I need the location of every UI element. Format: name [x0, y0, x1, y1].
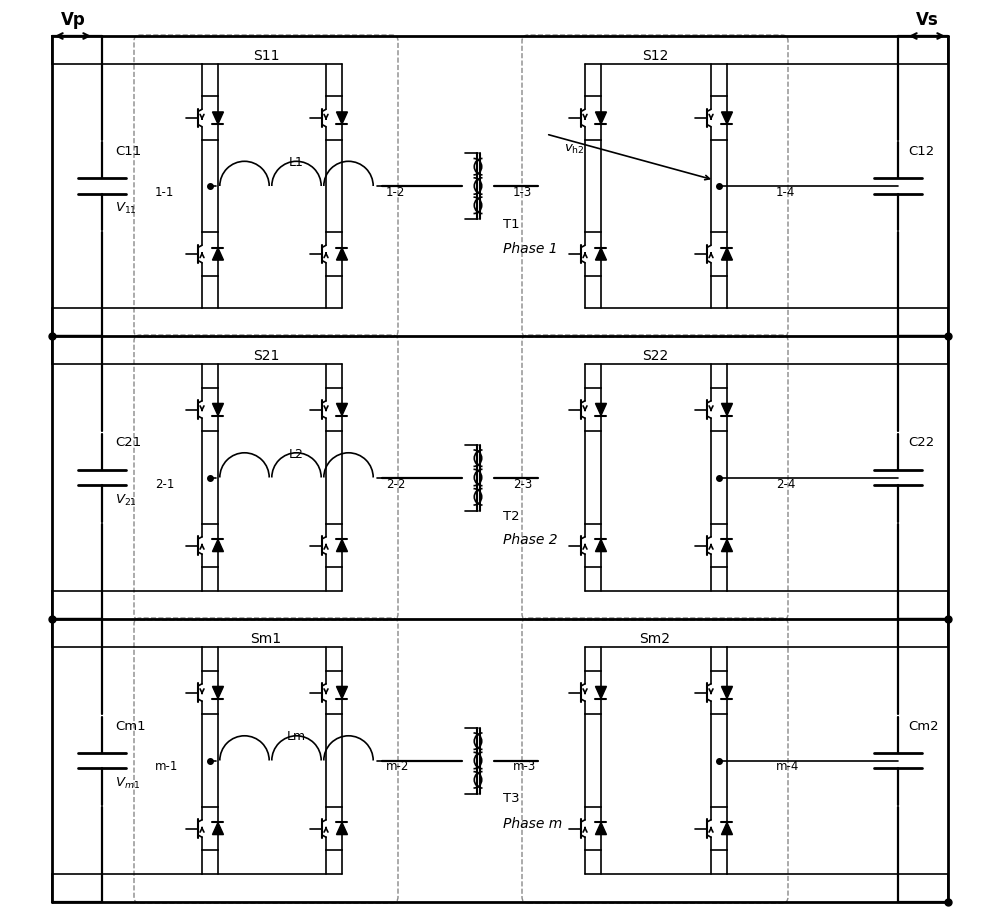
Polygon shape: [212, 248, 223, 260]
Polygon shape: [721, 112, 732, 124]
Polygon shape: [595, 540, 606, 552]
Polygon shape: [212, 112, 223, 124]
Polygon shape: [595, 248, 606, 260]
Polygon shape: [595, 822, 606, 834]
Text: Phase 1: Phase 1: [503, 242, 558, 256]
Text: T1: T1: [503, 218, 520, 231]
Polygon shape: [212, 687, 223, 699]
Text: L1: L1: [289, 156, 304, 169]
Polygon shape: [721, 540, 732, 552]
Text: Lm: Lm: [287, 731, 306, 744]
Text: T3: T3: [503, 793, 520, 806]
Polygon shape: [595, 687, 606, 699]
Text: S22: S22: [642, 349, 668, 363]
Text: S12: S12: [642, 49, 668, 63]
Text: 2-3: 2-3: [513, 478, 532, 491]
Text: 2-4: 2-4: [776, 478, 795, 491]
Text: $V_{m1}$: $V_{m1}$: [115, 775, 140, 791]
Text: 2-2: 2-2: [386, 478, 405, 491]
Polygon shape: [212, 822, 223, 834]
Text: 1-4: 1-4: [776, 186, 795, 199]
Polygon shape: [721, 248, 732, 260]
Text: C22: C22: [908, 436, 934, 449]
Text: L2: L2: [289, 447, 304, 460]
Polygon shape: [212, 540, 223, 552]
Text: 1-2: 1-2: [386, 186, 405, 199]
Polygon shape: [595, 112, 606, 124]
Text: Cm2: Cm2: [908, 720, 939, 733]
Text: m-2: m-2: [386, 760, 409, 773]
Text: m-4: m-4: [776, 760, 799, 773]
Text: C12: C12: [908, 145, 934, 158]
Polygon shape: [336, 248, 347, 260]
Text: S21: S21: [253, 349, 279, 363]
Polygon shape: [336, 540, 347, 552]
Polygon shape: [721, 822, 732, 834]
Polygon shape: [336, 404, 347, 416]
Text: Cm1: Cm1: [115, 720, 146, 733]
Polygon shape: [595, 404, 606, 416]
Text: Phase 2: Phase 2: [503, 533, 558, 548]
Text: 1-3: 1-3: [513, 186, 532, 199]
Text: 2-1: 2-1: [155, 478, 174, 491]
Text: S11: S11: [253, 49, 279, 63]
Text: $v_{\mathrm{h2}}$: $v_{\mathrm{h2}}$: [564, 143, 585, 156]
Polygon shape: [336, 687, 347, 699]
Text: 1-1: 1-1: [155, 186, 174, 199]
Text: Phase m: Phase m: [503, 817, 562, 831]
Text: $V_{21}$: $V_{21}$: [115, 492, 137, 507]
Text: Sm1: Sm1: [250, 632, 282, 646]
Text: Vs: Vs: [916, 11, 938, 29]
Text: $V_{11}$: $V_{11}$: [115, 201, 137, 216]
Polygon shape: [721, 687, 732, 699]
Text: C11: C11: [115, 145, 141, 158]
Text: m-3: m-3: [513, 760, 536, 773]
Text: Vp: Vp: [61, 11, 85, 29]
Polygon shape: [336, 822, 347, 834]
Polygon shape: [212, 404, 223, 416]
Polygon shape: [336, 112, 347, 124]
Polygon shape: [721, 404, 732, 416]
Text: Sm2: Sm2: [640, 632, 670, 646]
Text: T2: T2: [503, 509, 520, 522]
Text: m-1: m-1: [155, 760, 178, 773]
Text: C21: C21: [115, 436, 141, 449]
